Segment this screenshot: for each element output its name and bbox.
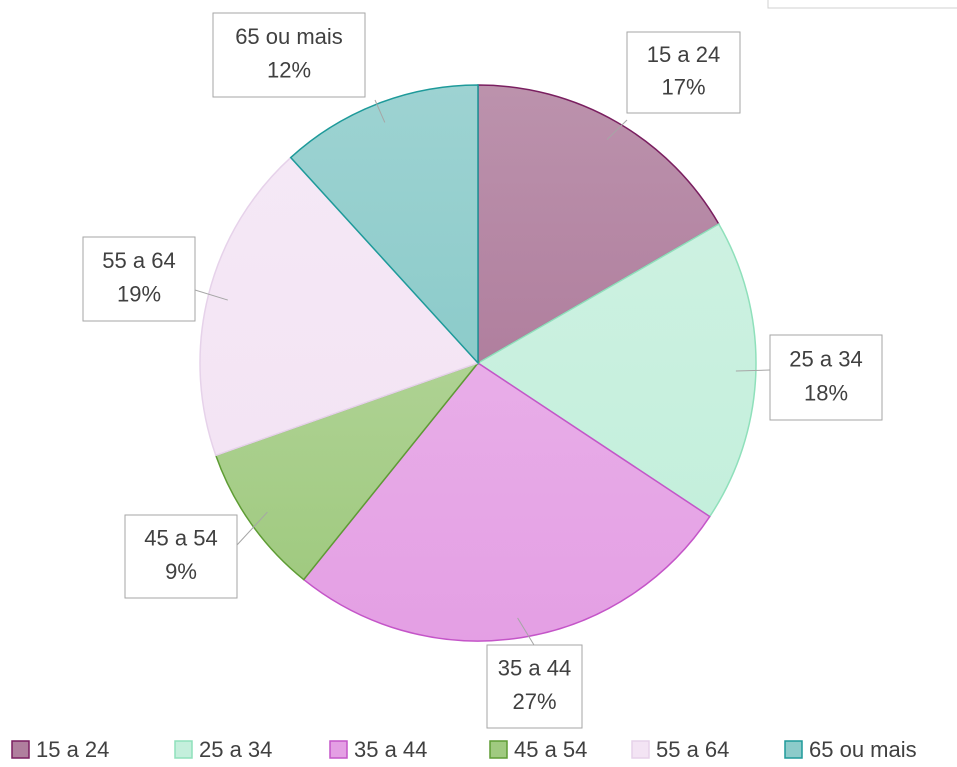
data-label-value: 17%	[661, 75, 705, 100]
data-label-category: 35 a 44	[498, 656, 571, 681]
data-label-category: 65 ou mais	[235, 24, 343, 49]
leader-line	[374, 99, 386, 123]
legend-swatch	[174, 740, 193, 759]
data-label-value: 18%	[804, 380, 848, 405]
legend-swatch	[329, 740, 348, 759]
legend-swatch	[489, 740, 508, 759]
data-label-category: 45 a 54	[144, 526, 217, 551]
data-label-value: 12%	[267, 58, 311, 83]
pie-slice	[214, 361, 481, 581]
data-label-value: 19%	[117, 282, 161, 307]
legend-label: 35 a 44	[354, 737, 427, 762]
pie-slice	[199, 156, 480, 457]
data-label-box	[769, 334, 883, 421]
pie-slice	[476, 222, 757, 518]
data-label-box	[486, 644, 583, 729]
pie-slice	[289, 84, 479, 365]
leader-line	[517, 617, 535, 646]
leader-line	[236, 511, 268, 546]
leader-line	[735, 369, 771, 372]
leader-line	[194, 289, 228, 301]
pie-slice	[302, 361, 711, 642]
data-label-box	[212, 12, 366, 98]
data-label-box	[124, 514, 238, 599]
data-label-category: 25 a 34	[789, 346, 862, 371]
legend-label: 55 a 64	[656, 737, 729, 762]
legend-label: 45 a 54	[514, 737, 587, 762]
data-label-category: 55 a 64	[102, 248, 175, 273]
frame-edge	[767, 0, 957, 9]
legend-swatch	[631, 740, 650, 759]
legend-label: 65 ou mais	[809, 737, 917, 762]
legend-label: 25 a 34	[199, 737, 272, 762]
legend-label: 15 a 24	[36, 737, 109, 762]
data-label-category: 15 a 24	[647, 42, 720, 67]
legend-swatch	[11, 740, 30, 759]
data-label-box	[82, 236, 196, 322]
data-label-value: 9%	[165, 559, 197, 584]
data-label-value: 27%	[512, 689, 556, 714]
pie-slice	[477, 84, 720, 365]
leader-line	[606, 119, 628, 140]
legend-swatch	[784, 740, 803, 759]
data-label-box	[626, 31, 741, 114]
